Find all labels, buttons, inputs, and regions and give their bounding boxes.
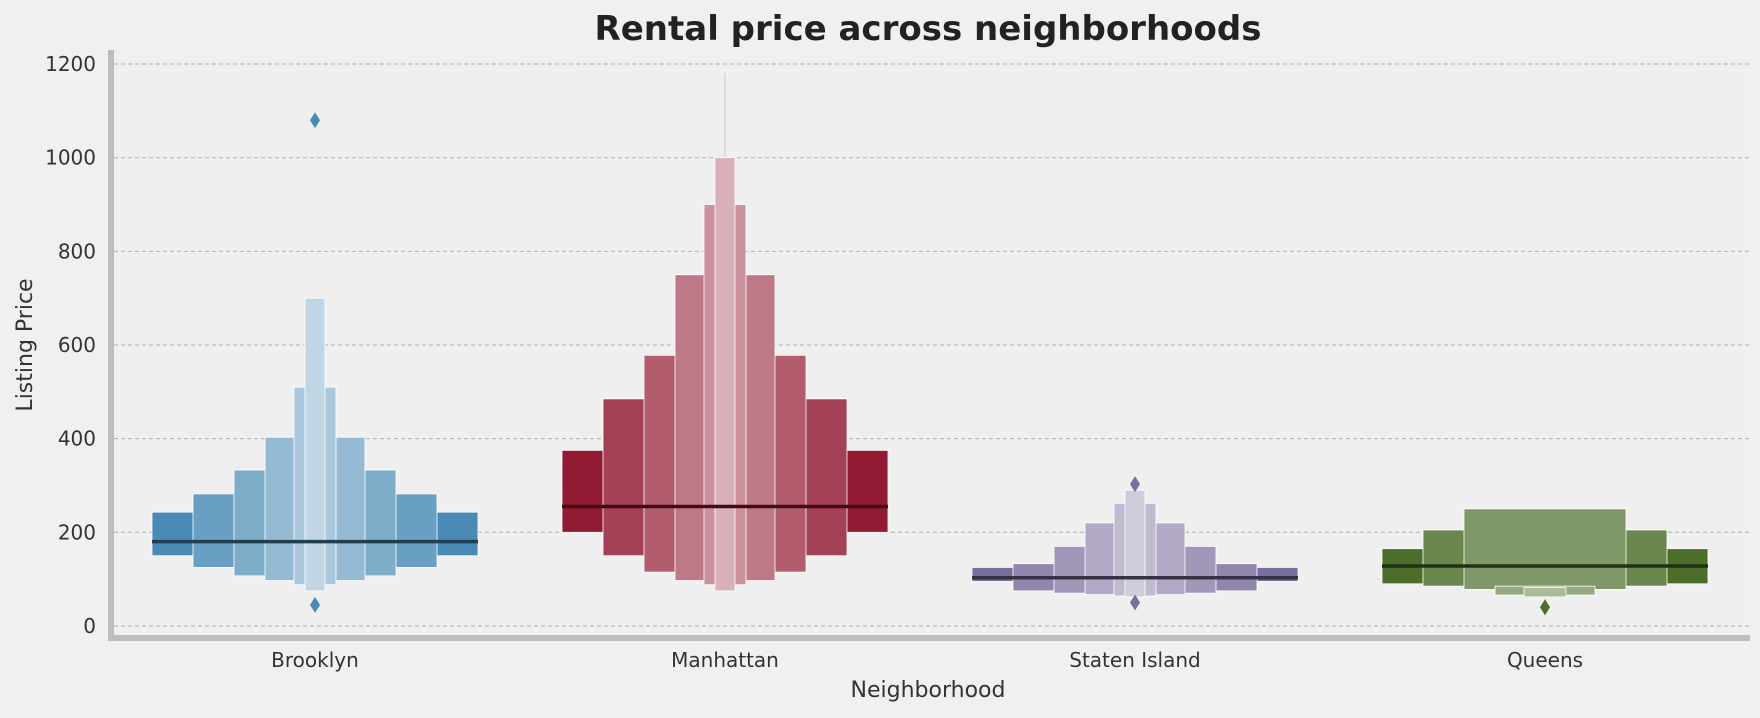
series-manhattan <box>561 73 889 592</box>
outlier-point <box>1130 476 1140 493</box>
x-axis-label: Neighborhood <box>851 678 1006 703</box>
boxen-box <box>1124 489 1146 598</box>
outlier-point <box>1540 599 1550 616</box>
boxen-box <box>304 297 326 592</box>
y-tick-labels: 0 200 400 600 800 1000 1200 <box>45 52 96 638</box>
y-tick-label: 600 <box>58 333 96 357</box>
outlier-point <box>1130 594 1140 611</box>
y-tick-label: 1000 <box>45 146 96 170</box>
y-tick-label: 400 <box>58 427 96 451</box>
y-tick-label: 0 <box>83 614 96 638</box>
x-tick-label: Staten Island <box>1069 648 1200 672</box>
chart-title: Rental price across neighborhoods <box>595 9 1262 49</box>
y-tick-label: 800 <box>58 239 96 263</box>
series-queens <box>1381 508 1709 616</box>
boxen-box <box>714 157 736 592</box>
x-tick-label: Manhattan <box>671 648 779 672</box>
outlier-point <box>310 596 320 613</box>
x-tick-labels: Brooklyn Manhattan Staten Island Queens <box>271 648 1583 672</box>
boxen-series <box>151 73 1709 616</box>
series-brooklyn <box>151 112 479 613</box>
series-staten-island <box>971 476 1299 611</box>
outlier-point <box>310 112 320 129</box>
boxen-box <box>1463 508 1627 590</box>
y-axis-label: Listing Price <box>13 278 38 411</box>
boxen-box <box>1523 587 1567 598</box>
y-tick-label: 200 <box>58 520 96 544</box>
y-tick-label: 1200 <box>45 52 96 76</box>
x-tick-label: Queens <box>1507 648 1583 672</box>
x-tick-label: Brooklyn <box>271 648 359 672</box>
